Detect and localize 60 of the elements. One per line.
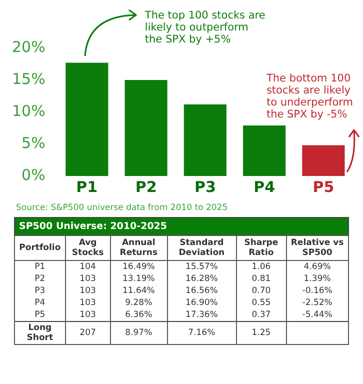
category-label: P5 [34, 310, 46, 320]
bar [184, 104, 226, 176]
category-label: Long Short [26, 323, 54, 343]
text: 103 [65, 285, 110, 297]
text: 7.16% [167, 322, 236, 344]
y-tick-label: 5% [22, 134, 46, 152]
text: 16.90% [167, 297, 236, 309]
x-tick-label: P3 [194, 178, 216, 196]
text: 13.19% [110, 273, 168, 285]
text: 103 [65, 273, 110, 285]
category-label: P1 [34, 262, 46, 272]
bar [66, 62, 108, 176]
text: 1.06 [236, 260, 286, 273]
text: -0.16% [286, 285, 348, 297]
text: 4.69% [286, 260, 348, 273]
category-label: P2 [34, 274, 46, 284]
y-tick-label: 10% [12, 102, 46, 120]
text: 0.55 [236, 297, 286, 309]
category-label: P4 [34, 298, 46, 308]
text: 0.81 [236, 273, 286, 285]
y-tick-label: 20% [12, 38, 46, 56]
category-label: Portfolio [14, 236, 66, 260]
annotation: The bottom 100 stocks are likely to underperform the SPX by -5% [265, 72, 354, 120]
text: 6.36% [110, 309, 168, 322]
text: 104 [65, 260, 110, 273]
category-label: Sharpe Ratio [236, 236, 286, 260]
text: 9.28% [110, 297, 168, 309]
category-label: Avg Stocks [65, 236, 110, 260]
category-label: P3 [34, 286, 46, 296]
text: 16.56% [167, 285, 236, 297]
y-tick-label: 0% [22, 166, 46, 184]
text: 1.25 [236, 322, 286, 344]
category-label: Standard Deviation [167, 236, 236, 260]
category-label: Annual Returns [110, 236, 168, 260]
text: 8.97% [110, 322, 168, 344]
text: 207 [65, 322, 110, 344]
x-tick-label: P4 [254, 178, 276, 196]
bar [302, 145, 345, 176]
text: 16.28% [167, 273, 236, 285]
y-tick-label: 15% [12, 70, 46, 88]
text: 15.57% [167, 260, 236, 273]
text: 103 [65, 309, 110, 322]
text: 1.39% [286, 273, 348, 285]
annotation: The top 100 stocks are likely to outperform the SPX by +5% [144, 10, 266, 46]
x-tick-label: P2 [135, 178, 157, 196]
bar [124, 80, 168, 176]
text: 0.70 [236, 285, 286, 297]
text: SP500 Universe: 2010-2025 [14, 218, 348, 236]
text: 11.64% [110, 285, 168, 297]
text: 17.36% [167, 309, 236, 322]
text: 0.37 [236, 309, 286, 322]
text: -2.52% [286, 297, 348, 309]
x-tick-label: P5 [312, 178, 334, 196]
category-label: Relative vs SP500 [286, 236, 348, 260]
source-note: Source: S&P500 universe data from 2010 to 2025 [15, 202, 229, 215]
text: 16.49% [110, 260, 168, 273]
text: 103 [65, 297, 110, 309]
bar [243, 125, 286, 176]
text: -5.44% [286, 309, 348, 322]
x-tick-label: P1 [76, 178, 98, 196]
